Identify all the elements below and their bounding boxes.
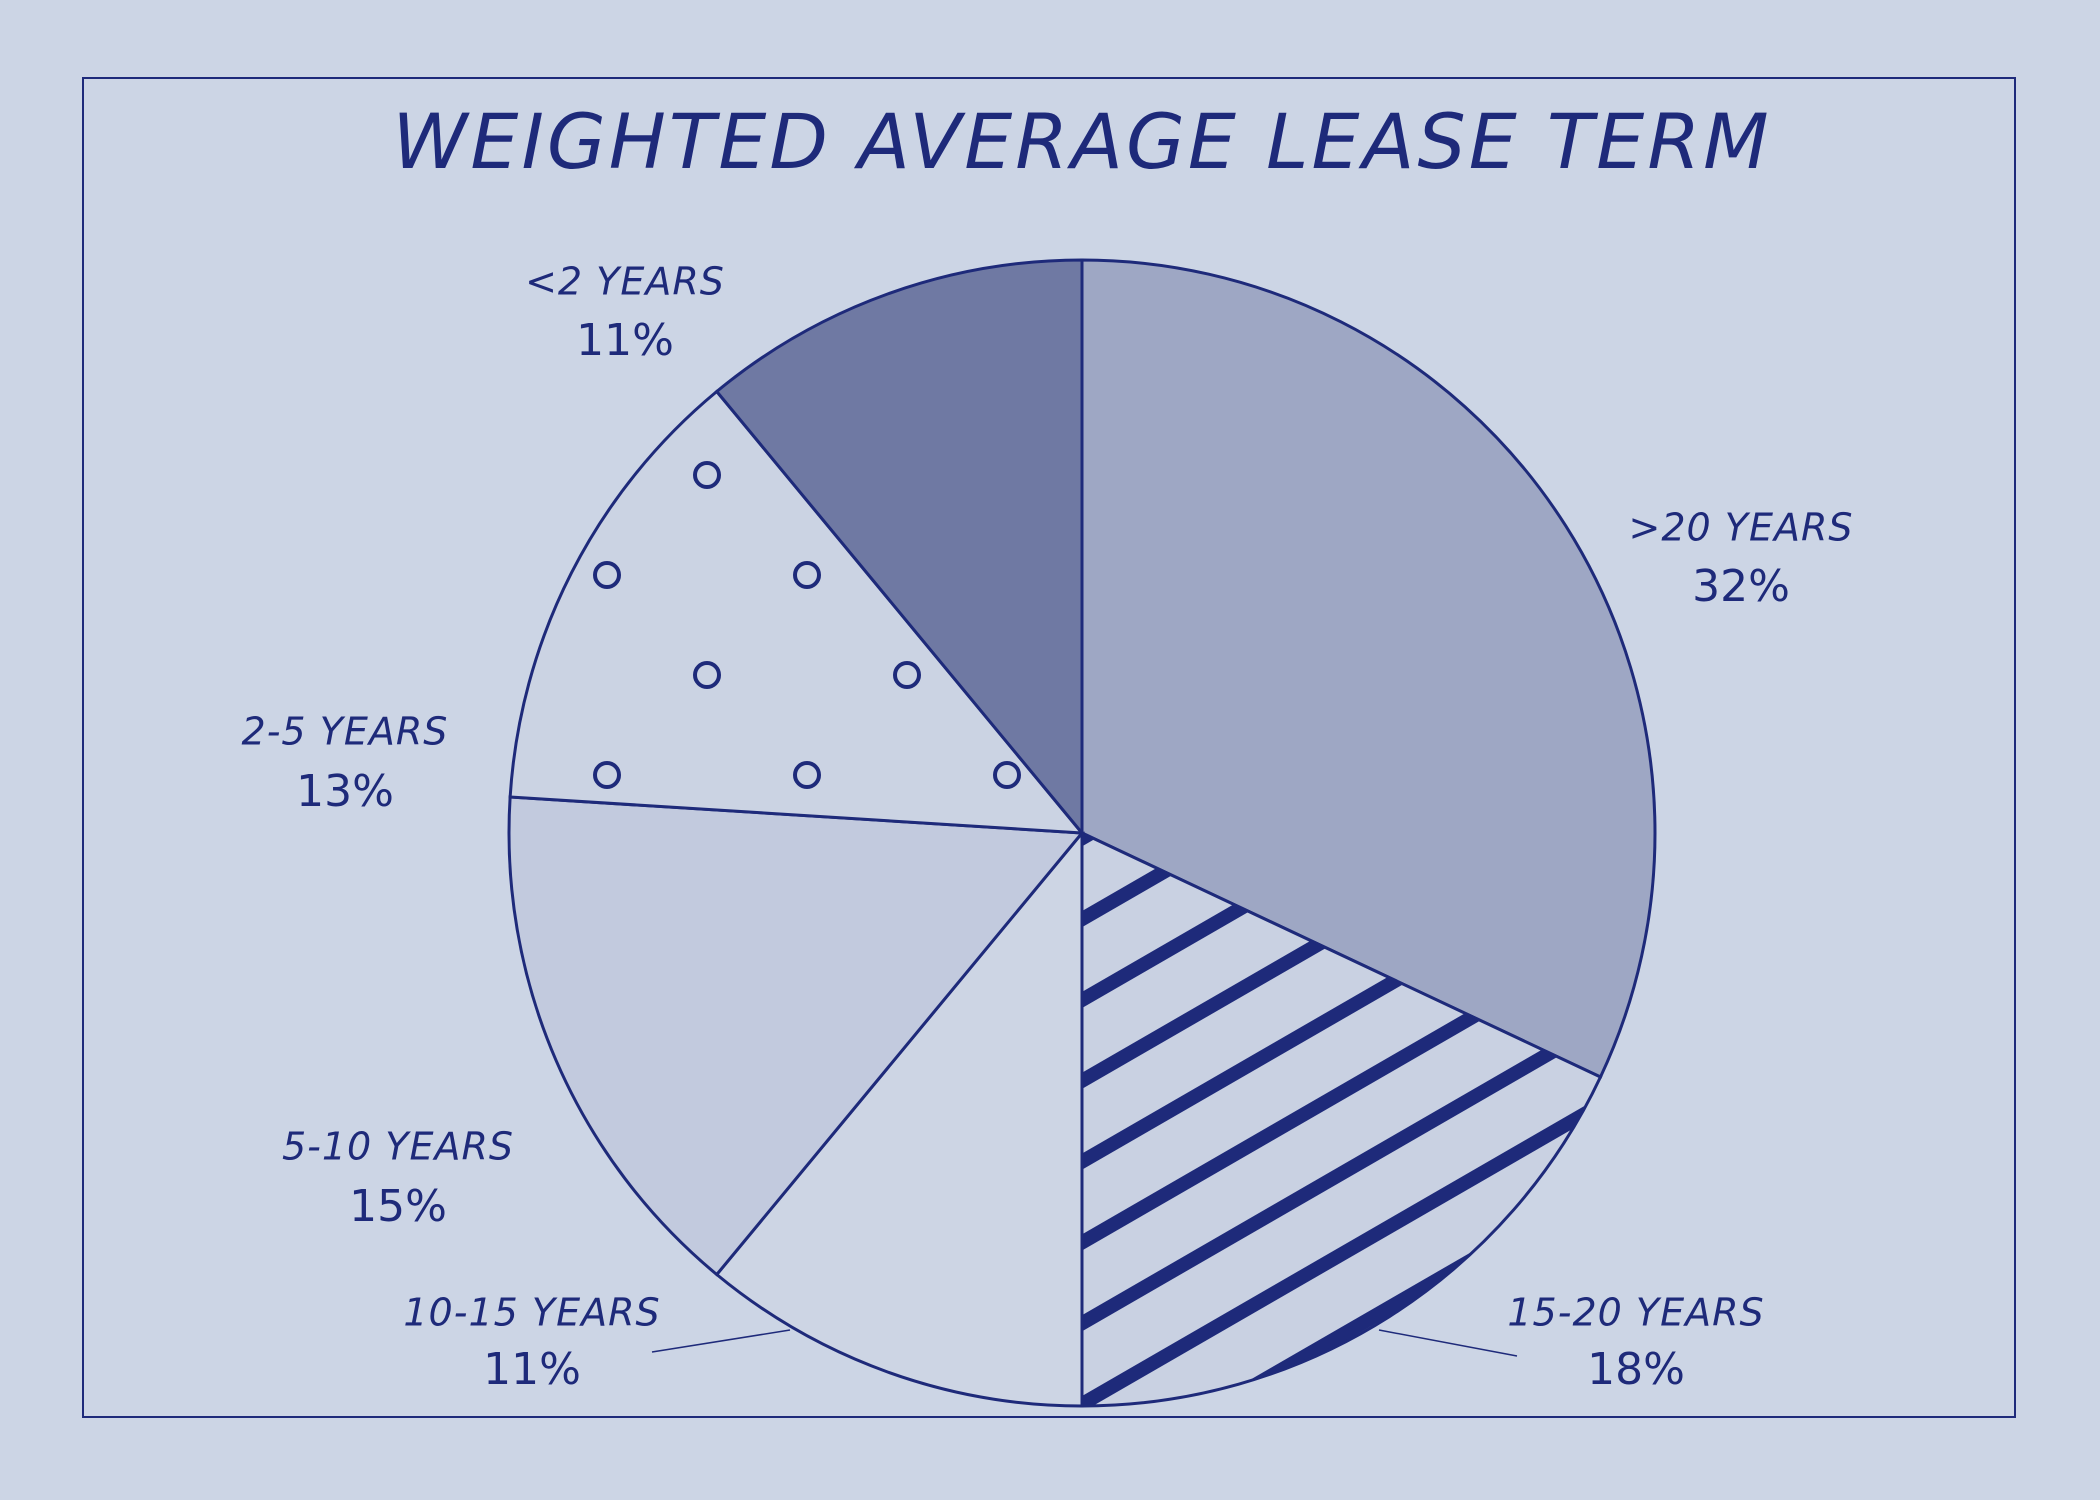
slice-value: 13%: [296, 766, 394, 817]
chart-title: WEIGHTED AVERAGE LEASE TERM: [392, 97, 1771, 186]
pie-slice: [1080, 830, 1603, 1408]
pie-slice: [508, 389, 1086, 835]
slice-value: 11%: [483, 1344, 581, 1395]
pie-slice: [714, 258, 1084, 838]
pie-slice: [507, 795, 1086, 1277]
slice-value: 11%: [576, 315, 674, 366]
slice-name: <2 YEARS: [525, 260, 725, 304]
slice-name: 2-5 YEARS: [242, 710, 449, 754]
leader-line: [1378, 1329, 1518, 1357]
labels: >20 YEARS 32% 15-20 YEARS 18% 10-15 YEARS 11%…: [242, 260, 1853, 1396]
slice-name: 15-20 YEARS: [1507, 1291, 1764, 1335]
leader-line: [651, 1329, 791, 1353]
pie-slice: [714, 828, 1084, 1408]
slice-name: 5-10 YEARS: [282, 1125, 514, 1169]
pie: [507, 258, 1657, 1408]
slice-value: 15%: [349, 1181, 447, 1232]
pie-slice: [1080, 258, 1657, 1079]
slice-value: 32%: [1692, 561, 1790, 612]
slice-value: 18%: [1587, 1344, 1685, 1395]
frame: [82, 77, 2016, 1418]
slice-name: 10-15 YEARS: [403, 1291, 660, 1335]
slice-name: >20 YEARS: [1628, 506, 1853, 550]
